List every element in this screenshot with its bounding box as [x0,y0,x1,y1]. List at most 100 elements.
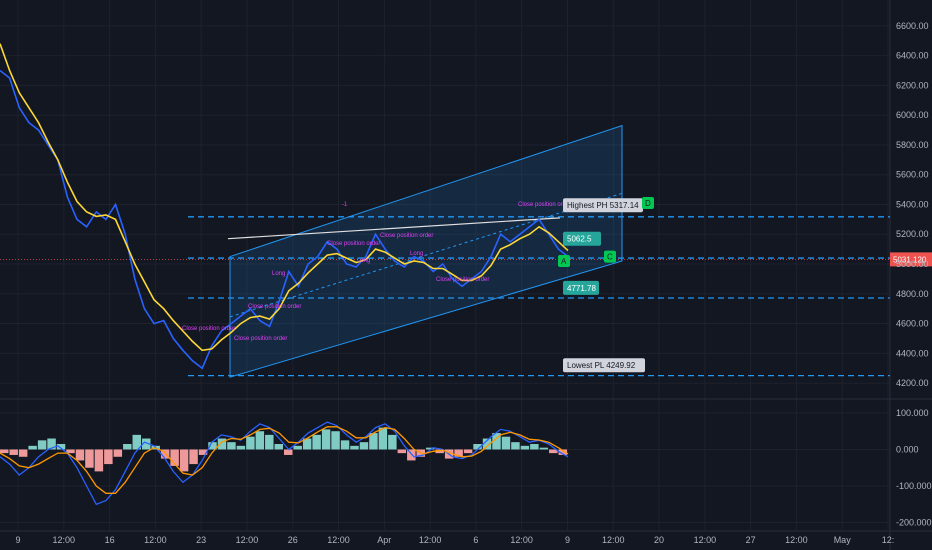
level-5062-label-text: 5062.5 [567,235,592,244]
histogram-bar [160,449,170,459]
histogram-bar [463,449,473,454]
price-tick-label: 6600.00 [896,21,929,31]
horizontal-levels [0,216,890,377]
pattern-point-text: A [561,257,567,266]
price-tick-label: 6000.00 [896,110,929,120]
time-tick-label: 12:00 [236,535,259,545]
lowest-pl-label-text: Lowest PL 4249.92 [567,361,636,370]
highest-ph-label-text: Highest PH 5317.14 [567,201,639,210]
histogram-bar [539,447,549,450]
histogram-bar [104,449,113,465]
price-line [0,69,569,370]
time-tick-label: 12:00 [694,535,717,545]
time-tick-label: 9 [15,535,20,545]
price-pane[interactable] [0,43,569,370]
pattern-point-text: C [607,253,613,262]
time-tick-label: 12:00 [327,535,350,545]
macd-line [0,421,569,506]
time-tick-label: 20 [654,535,664,545]
pattern-point-bg [642,196,654,209]
histogram-bar [520,445,530,450]
macd-tick-label: -200.000 [896,518,932,528]
histogram-bar [123,444,132,450]
signal-line [0,426,569,494]
price-tick-label: 5400.00 [896,199,929,209]
pattern-point: D [642,196,654,209]
highest-ph-label: Highest PH 5317.14 [563,198,643,213]
histogram-bar [0,449,9,454]
histogram-bar [511,442,520,450]
histogram-bar [274,444,283,450]
time-tick-label: 12:00 [419,535,442,545]
histogram-bar [113,449,123,457]
macd-axis[interactable]: 100.000 0.000 -100.000 -200.000 [896,408,932,528]
time-tick-label: 12:00 [510,535,533,545]
price-tick-label: 5600.00 [896,170,929,180]
histogram-bar [473,444,482,450]
pattern-point: C [604,250,616,263]
regression-channel [227,124,623,378]
histogram-bar [236,445,246,450]
histogram-bar [549,449,558,454]
time-tick-label: 26 [288,535,298,545]
last-price-bg [890,252,932,267]
histogram-bar [435,449,444,454]
histogram-bar [482,438,492,450]
macd-pane[interactable] [0,421,569,506]
time-tick-label: 12:00 [144,535,167,545]
histogram-bar [530,444,539,450]
pattern-point-bg [604,250,616,263]
histogram-bar [378,427,388,450]
histogram-bar [350,445,359,450]
annotation-text: Long [272,271,285,277]
time-tick-label: 23 [196,535,206,545]
time-tick-label: 9 [565,535,570,545]
histogram-bar [37,440,47,450]
pattern-point-bg [558,255,570,268]
histogram-bar [217,438,227,450]
histogram-bar [558,449,567,455]
pattern-point-text: D [645,199,651,208]
annotation-text: Close position order [248,304,301,310]
channel-midline [229,192,623,318]
histogram-bar [208,442,217,450]
time-tick-label: 6 [473,535,478,545]
histogram-bar [407,449,416,461]
histogram-bar [75,449,85,461]
annotation-text: Close position order [518,202,571,208]
macd-tick-label: -100.000 [896,481,932,491]
time-tick-label: Apr [377,535,391,545]
time-axis[interactable]: 9 12:00 16 12:00 23 12:00 26 12:00 Apr 12:00 6 12:0… [15,535,894,545]
time-tick-label: 16 [105,535,115,545]
histogram-bar [492,433,501,450]
histogram-bar [454,449,463,457]
level-4771-label: 4771.78 [563,280,599,295]
price-tick-label: 6200.00 [896,80,929,90]
channel-fill [229,124,623,378]
time-tick-label: 12:00 [53,535,76,545]
lowest-pl-label: Lowest PL 4249.92 [563,358,645,373]
histogram-bar [179,449,189,472]
histogram-bar [265,434,274,450]
level-4771-label-bg [563,280,599,295]
annotation-text: Close position order [436,277,489,283]
price-tick-label: 4600.00 [896,319,929,329]
lowest-pl-label-bg [563,358,645,373]
price-tick-label: 4400.00 [896,348,929,358]
price-tick-label: 6400.00 [896,51,929,61]
macd-tick-label: 0.000 [896,444,919,454]
price-tick-label: 4800.00 [896,289,929,299]
time-tick-label: 12:00 [602,535,625,545]
price-axis[interactable]: 4200.00 4400.00 4600.00 4800.00 5000.00 5200.… [896,21,929,388]
time-tick-label: 12: [882,535,895,545]
moving-average-line [0,43,569,352]
histogram-bar [18,449,28,457]
histogram-bar [94,449,104,472]
histogram-bar [369,433,378,450]
histogram-bar [302,438,312,450]
highest-ph-label-bg [563,198,643,213]
trend-line [227,217,561,240]
annotations: Close position order Close position order… [182,202,571,342]
histogram-bar [198,449,208,455]
annotation-text: Close position order [327,241,380,247]
